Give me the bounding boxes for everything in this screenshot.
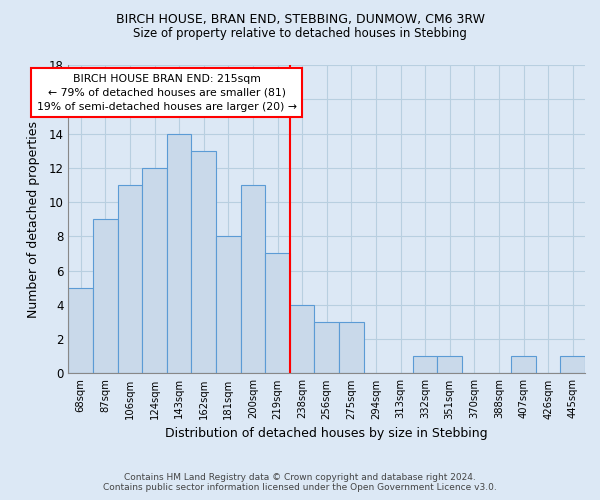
Bar <box>216 236 241 374</box>
Text: BIRCH HOUSE, BRAN END, STEBBING, DUNMOW, CM6 3RW: BIRCH HOUSE, BRAN END, STEBBING, DUNMOW,… <box>115 12 485 26</box>
Bar <box>167 134 191 374</box>
X-axis label: Distribution of detached houses by size in Stebbing: Distribution of detached houses by size … <box>166 427 488 440</box>
Bar <box>191 150 216 374</box>
Bar <box>560 356 585 374</box>
Bar <box>437 356 462 374</box>
Bar <box>511 356 536 374</box>
Bar <box>142 168 167 374</box>
Bar <box>339 322 364 374</box>
Bar <box>314 322 339 374</box>
Bar <box>290 305 314 374</box>
Bar <box>413 356 437 374</box>
Bar <box>118 185 142 374</box>
Y-axis label: Number of detached properties: Number of detached properties <box>27 120 40 318</box>
Text: Contains HM Land Registry data © Crown copyright and database right 2024.
Contai: Contains HM Land Registry data © Crown c… <box>103 473 497 492</box>
Bar <box>93 219 118 374</box>
Bar <box>265 254 290 374</box>
Bar <box>241 185 265 374</box>
Text: BIRCH HOUSE BRAN END: 215sqm
← 79% of detached houses are smaller (81)
19% of se: BIRCH HOUSE BRAN END: 215sqm ← 79% of de… <box>37 74 297 112</box>
Text: Size of property relative to detached houses in Stebbing: Size of property relative to detached ho… <box>133 28 467 40</box>
Bar <box>68 288 93 374</box>
